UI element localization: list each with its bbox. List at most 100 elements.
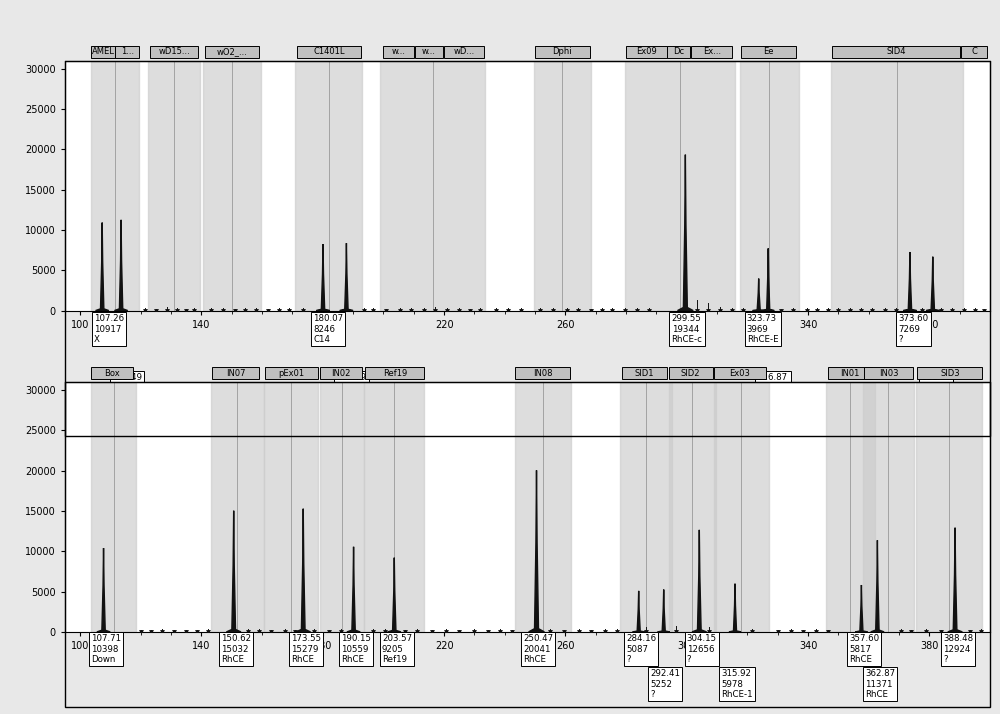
Text: 299.55
19344
RhCE-c: 299.55 19344 RhCE-c (672, 314, 702, 344)
Text: Ex...: Ex... (703, 47, 721, 56)
Bar (714, 367, 766, 380)
Polygon shape (96, 223, 109, 311)
Text: 107.26
10917
X: 107.26 10917 X (94, 314, 124, 344)
Bar (961, 46, 987, 59)
Text: Dc: Dc (673, 47, 684, 56)
Text: IN03: IN03 (879, 368, 898, 378)
Bar (264, 382, 318, 632)
Text: Ref19: Ref19 (383, 368, 407, 378)
Bar (741, 46, 796, 59)
Polygon shape (855, 585, 867, 632)
Text: IN08: IN08 (533, 368, 552, 378)
Polygon shape (692, 530, 707, 632)
Text: 292.41
5252
?: 292.41 5252 ? (650, 670, 680, 699)
Bar (365, 367, 424, 380)
Text: 304.15
12656
?: 304.15 12656 ? (687, 634, 717, 664)
Bar (515, 382, 571, 632)
Polygon shape (753, 278, 765, 311)
Bar (917, 367, 982, 380)
Bar (515, 367, 570, 380)
Text: w...: w... (392, 47, 406, 56)
Polygon shape (677, 155, 693, 311)
Polygon shape (762, 248, 774, 311)
Bar (203, 61, 261, 311)
Polygon shape (296, 508, 311, 632)
Polygon shape (529, 471, 544, 632)
Text: 173.55
15279
RhCE: 173.55 15279 RhCE (291, 634, 321, 664)
Bar (91, 61, 139, 311)
Bar (211, 382, 264, 632)
Text: IN07: IN07 (226, 368, 245, 378)
Text: 326.87
7713
RhCE-e: 326.87 7713 RhCE-e (757, 373, 789, 403)
Text: SID2: SID2 (681, 368, 700, 378)
Bar (91, 382, 136, 632)
Text: Dphi: Dphi (553, 47, 572, 56)
Text: 190.15
10559
RhCE: 190.15 10559 RhCE (341, 634, 371, 664)
Bar (320, 382, 364, 632)
Text: 357.60
5817
RhCE: 357.60 5817 RhCE (849, 634, 879, 664)
Text: 388.48
12924
?: 388.48 12924 ? (943, 634, 973, 664)
Bar (444, 46, 484, 59)
Text: 373.60
7269
?: 373.60 7269 ? (898, 314, 929, 344)
Bar (91, 367, 133, 380)
Text: C1401L: C1401L (313, 47, 345, 56)
Bar (620, 382, 672, 632)
Bar (115, 46, 139, 59)
Bar (622, 367, 667, 380)
Polygon shape (226, 511, 241, 632)
Bar (863, 382, 914, 632)
Text: 315.92
5978
RhCE-1: 315.92 5978 RhCE-1 (722, 670, 753, 699)
Bar (864, 367, 913, 380)
Polygon shape (316, 244, 330, 311)
Bar (383, 46, 414, 59)
Text: 381.13
6684
?: 381.13 6684 ? (921, 373, 951, 403)
Text: 323.73
3969
RhCE-E: 323.73 3969 RhCE-E (747, 314, 778, 344)
Text: IN02: IN02 (331, 368, 351, 378)
Text: SID1: SID1 (635, 368, 654, 378)
Text: wD15...: wD15... (158, 47, 190, 56)
Bar (916, 382, 982, 632)
Bar (265, 367, 318, 380)
Polygon shape (114, 220, 128, 311)
Bar (625, 61, 735, 311)
Text: 150.62
15032
RhCE: 150.62 15032 RhCE (221, 634, 251, 664)
Text: wO2_...: wO2_... (216, 47, 247, 56)
Bar (826, 382, 875, 632)
Text: 113.49
11257
Y: 113.49 11257 Y (112, 373, 142, 403)
Bar (415, 46, 443, 59)
Bar (364, 382, 424, 632)
Text: 362.87
11371
RhCE: 362.87 11371 RhCE (865, 670, 895, 699)
Polygon shape (871, 540, 884, 632)
Text: 107.71
10398
Down: 107.71 10398 Down (91, 634, 121, 664)
Text: SID4: SID4 (886, 47, 906, 56)
Polygon shape (926, 257, 939, 311)
Bar (91, 46, 115, 59)
Text: SID3: SID3 (940, 368, 960, 378)
Text: 284.16
5087
?: 284.16 5087 ? (626, 634, 656, 664)
Polygon shape (903, 252, 917, 311)
Bar (669, 367, 712, 380)
Bar (320, 367, 362, 380)
Polygon shape (948, 528, 962, 632)
Text: 203.57
9205
Ref19: 203.57 9205 Ref19 (382, 634, 412, 664)
Bar (212, 367, 259, 380)
Text: Ex09: Ex09 (636, 47, 657, 56)
Bar (831, 61, 963, 311)
Text: Ex03: Ex03 (729, 368, 750, 378)
Bar (297, 46, 361, 59)
Polygon shape (633, 591, 645, 632)
Text: 250.47
20041
RhCE: 250.47 20041 RhCE (523, 634, 553, 664)
Polygon shape (340, 243, 353, 311)
Bar (626, 46, 667, 59)
Text: w...: w... (422, 47, 436, 56)
Polygon shape (658, 590, 670, 632)
Text: 1...: 1... (121, 47, 134, 56)
Polygon shape (729, 584, 741, 632)
Bar (148, 61, 200, 311)
Bar (534, 61, 591, 311)
Text: Box: Box (104, 368, 120, 378)
Text: C: C (971, 47, 977, 56)
Bar (535, 46, 590, 59)
Bar (295, 61, 362, 311)
Bar (667, 46, 690, 59)
